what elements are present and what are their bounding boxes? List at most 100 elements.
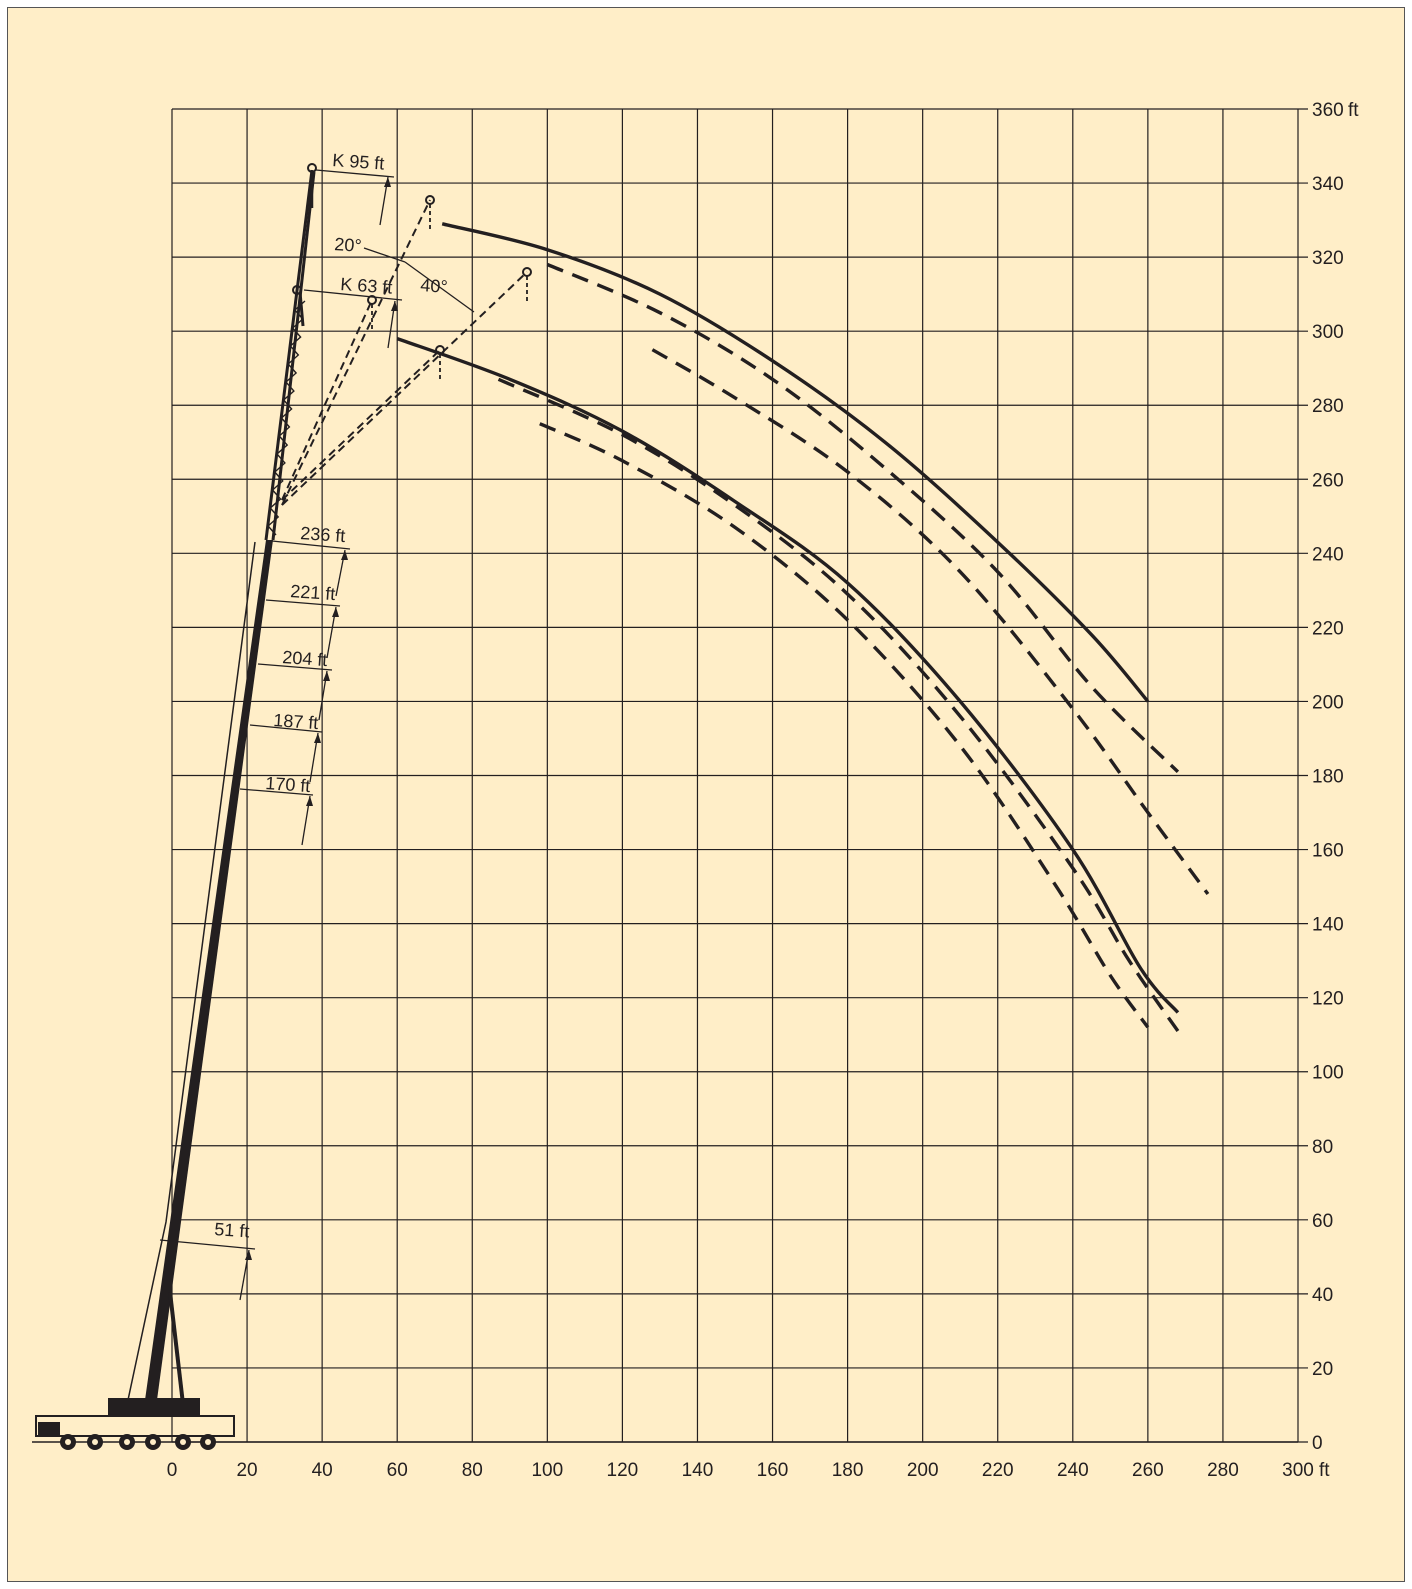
carrier-hub-6	[205, 1439, 211, 1445]
superstructure	[108, 1398, 200, 1416]
x-tick-label-40: 40	[312, 1460, 333, 1481]
y-tick-label-280: 280	[1312, 396, 1344, 417]
lbl-k95-arrowhead	[384, 177, 391, 187]
lbl-221-leader	[265, 599, 341, 607]
derrick-strut	[168, 1291, 185, 1405]
crane-illustration	[35, 163, 532, 1450]
boom-length-label-187: 187 ft	[273, 710, 319, 733]
boom-length-label-51: 51 ft	[214, 1219, 250, 1241]
x-tick-label-100: 100	[531, 1460, 563, 1481]
jib-k63-head-sheave	[292, 285, 302, 295]
x-tick-label-120: 120	[607, 1460, 639, 1481]
boom-annotations: 51 ft 170 ft 187 ft 204 ft 221 ft 236 ft…	[159, 150, 475, 1301]
curve-1-solid	[441, 222, 1150, 703]
carrier-hub-2	[92, 1439, 98, 1445]
y-tick-label-20: 20	[1312, 1359, 1333, 1380]
y-tick-label-100: 100	[1312, 1063, 1344, 1084]
driver-cab	[38, 1422, 60, 1436]
carrier-hub-1	[65, 1439, 71, 1445]
x-tick-label-80: 80	[462, 1460, 483, 1481]
curve-6-dashed	[539, 422, 1150, 1029]
boom-guy-line	[127, 541, 256, 1401]
lbl-k95-leader	[315, 169, 395, 178]
lbl-221-arrowhead	[332, 607, 339, 617]
x-tick-label-280: 280	[1207, 1460, 1239, 1481]
x-tick-label-180: 180	[832, 1460, 864, 1481]
x-tick-label-240: 240	[1057, 1460, 1089, 1481]
jib-label-k63: K 63 ft	[340, 274, 393, 298]
y-tick-label-300: 300	[1312, 322, 1344, 343]
lbl-40deg-leader	[404, 261, 475, 313]
jib-lattice	[267, 300, 306, 536]
lbl-51-arrowhead	[245, 1250, 252, 1260]
x-tick-label-160: 160	[757, 1460, 789, 1481]
x-axis-tick-labels: 0 20 40 60 80 100 120 140 160 180 200 220 240 260 280 3…	[167, 1460, 1314, 1481]
radius-curves	[396, 222, 1210, 1032]
y-tick-label-260: 260	[1312, 470, 1344, 491]
y-tick-label-360: 360	[1312, 100, 1344, 121]
axis-unit-labels: ft ft	[1319, 100, 1359, 1481]
main-boom	[145, 540, 273, 1400]
lbl-k63-leader	[303, 289, 403, 301]
y-axis-tick-labels: 0 20 40 60 80 100 120 140 160 180 200 220 240 260 280 3…	[1312, 100, 1344, 1454]
jib-k95-chord-left	[264, 169, 314, 541]
lbl-170-leader	[239, 788, 314, 796]
curve-5-dashed	[497, 377, 1180, 1032]
y-tick-label-80: 80	[1312, 1137, 1333, 1158]
x-tick-label-20: 20	[236, 1460, 257, 1481]
curve-2-dashed	[546, 262, 1180, 774]
luffed-jib-20deg-k63	[281, 299, 373, 501]
carrier-hub-3	[124, 1439, 130, 1445]
y-tick-label-40: 40	[1312, 1285, 1333, 1306]
boom-length-label-221: 221 ft	[290, 581, 336, 604]
carrier-body	[35, 1415, 235, 1437]
luffed-jib-20deg-k95	[281, 199, 431, 506]
luffed-jib-40deg-k95	[281, 271, 528, 506]
angle-label-40: 40°	[420, 275, 449, 297]
y-tick-label-160: 160	[1312, 841, 1344, 862]
y-tick-label-60: 60	[1312, 1211, 1333, 1232]
y-tick-label-340: 340	[1312, 174, 1344, 195]
y-tick-label-240: 240	[1312, 544, 1344, 565]
curve-3-dashed	[651, 348, 1210, 896]
grid-lines	[32, 108, 1308, 1443]
lbl-187-leader	[249, 724, 323, 733]
x-tick-label-60: 60	[387, 1460, 408, 1481]
boom-length-label-170: 170 ft	[265, 773, 311, 796]
hook-block-k63	[298, 291, 305, 327]
x-tick-label-300: 300	[1282, 1460, 1314, 1481]
x-axis-unit-label: ft	[1319, 1460, 1330, 1481]
lbl-204-leader	[257, 663, 333, 671]
boom-length-label-236: 236 ft	[300, 523, 346, 546]
jib-label-k95: K 95 ft	[332, 150, 385, 174]
carrier-hub-5	[180, 1439, 186, 1445]
y-tick-label-0: 0	[1312, 1433, 1323, 1454]
y-axis-unit-label: ft	[1348, 100, 1359, 121]
x-tick-label-140: 140	[682, 1460, 714, 1481]
lbl-187-arrowhead	[314, 733, 321, 743]
y-tick-label-120: 120	[1312, 989, 1344, 1010]
x-tick-label-0: 0	[167, 1460, 178, 1481]
y-tick-label-320: 320	[1312, 248, 1344, 269]
y-tick-label-140: 140	[1312, 915, 1344, 936]
y-tick-label-180: 180	[1312, 767, 1344, 788]
boom-length-label-204: 204 ft	[282, 647, 328, 670]
lbl-k63-arrowhead	[391, 301, 398, 311]
x-tick-label-200: 200	[907, 1460, 939, 1481]
y-tick-label-200: 200	[1312, 692, 1344, 713]
lbl-170-arrowhead	[306, 796, 313, 806]
lbl-204-arrowhead	[323, 671, 330, 681]
luffed-jib-40deg-k63	[281, 349, 441, 501]
lbl-236-leader	[271, 540, 351, 550]
chart-frame	[7, 7, 1405, 1582]
x-tick-label-260: 260	[1132, 1460, 1164, 1481]
y-tick-label-220: 220	[1312, 618, 1344, 639]
curve-4-solid	[396, 337, 1180, 1014]
lbl-51-leader	[159, 1239, 256, 1250]
lbl-236-arrowhead	[341, 550, 348, 560]
angle-label-20: 20°	[334, 234, 363, 256]
lbl-20deg-leader	[363, 247, 406, 263]
carrier-hub-4	[150, 1439, 156, 1445]
x-tick-label-220: 220	[982, 1460, 1014, 1481]
